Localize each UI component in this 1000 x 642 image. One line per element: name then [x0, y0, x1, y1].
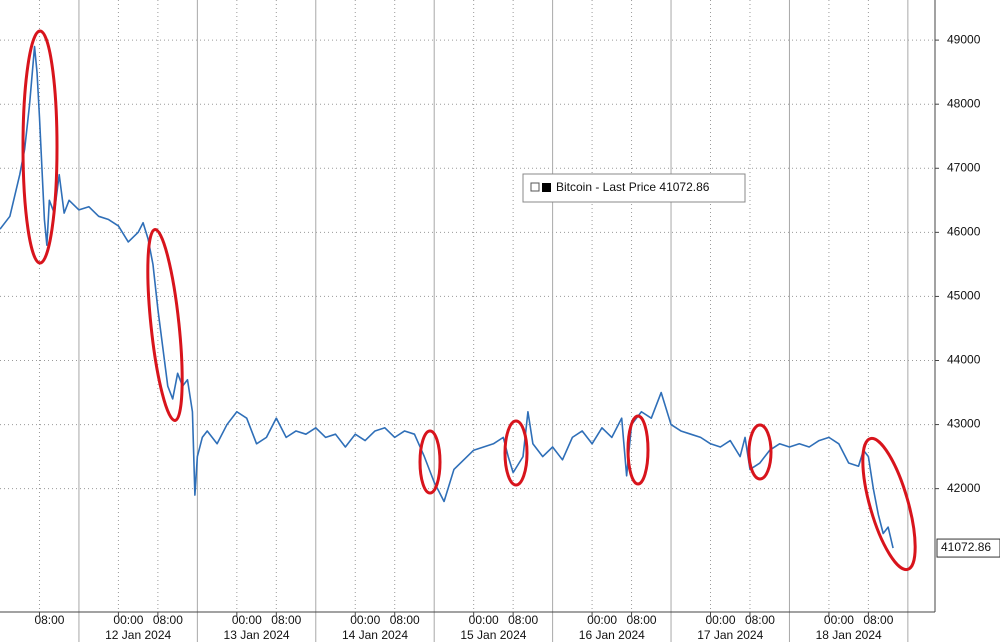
x-tick-label: 08:00	[508, 613, 538, 627]
highlight-ring	[418, 429, 442, 495]
x-date-label: 17 Jan 2024	[697, 628, 763, 642]
legend: Bitcoin - Last Price 41072.86	[522, 173, 746, 203]
annotations	[21, 29, 917, 572]
x-tick-label: 08:00	[153, 613, 183, 627]
legend-toggle	[530, 182, 540, 192]
y-tick-label: 48000	[947, 96, 981, 110]
x-date-label: 12 Jan 2024	[105, 628, 171, 642]
x-tick-label: 00:00	[587, 613, 617, 627]
highlight-ring	[146, 228, 184, 422]
x-date-label: 16 Jan 2024	[579, 628, 645, 642]
plot	[0, 45, 894, 549]
legend-box	[522, 173, 746, 203]
y-tick-label: 45000	[947, 289, 981, 303]
x-tick-label: 00:00	[113, 613, 143, 627]
y-tick-label: 49000	[947, 32, 981, 46]
legend-swatch	[542, 183, 551, 192]
x-date-label: 15 Jan 2024	[460, 628, 526, 642]
legend-last-value: 41072.86	[659, 180, 709, 194]
y-tick-label: 43000	[947, 417, 981, 431]
x-tick-label: 08:00	[34, 613, 64, 627]
y-tick-label: 46000	[947, 225, 981, 239]
x-tick-label: 00:00	[469, 613, 499, 627]
x-date-label: 18 Jan 2024	[816, 628, 882, 642]
x-date-label: 14 Jan 2024	[342, 628, 408, 642]
x-tick-label: 08:00	[745, 613, 775, 627]
x-tick-label: 00:00	[350, 613, 380, 627]
y-tick-label: 42000	[947, 481, 981, 495]
x-tick-label: 00:00	[705, 613, 735, 627]
x-date-label: 13 Jan 2024	[224, 628, 290, 642]
x-tick-label: 08:00	[390, 613, 420, 627]
legend-series-name: Bitcoin - Last Price	[556, 180, 656, 194]
highlight-ring	[747, 423, 773, 481]
highlight-ring	[503, 419, 529, 487]
highlight-ring	[21, 29, 59, 265]
highlight-ring	[861, 436, 917, 572]
last-price-box	[936, 538, 1000, 558]
x-tick-label: 00:00	[232, 613, 262, 627]
last-price-label: 41072.86	[941, 540, 991, 554]
x-tick-label: 08:00	[271, 613, 301, 627]
y-tick-label: 44000	[947, 353, 981, 367]
x-tick-label: 08:00	[627, 613, 657, 627]
grid	[0, 0, 935, 642]
x-tick-label: 08:00	[863, 613, 893, 627]
x-tick-label: 00:00	[824, 613, 854, 627]
price-line	[0, 45, 894, 549]
legend-label: Bitcoin - Last Price 41072.86	[556, 180, 710, 194]
highlight-ring	[626, 414, 650, 486]
y-tick-label: 47000	[947, 160, 981, 174]
